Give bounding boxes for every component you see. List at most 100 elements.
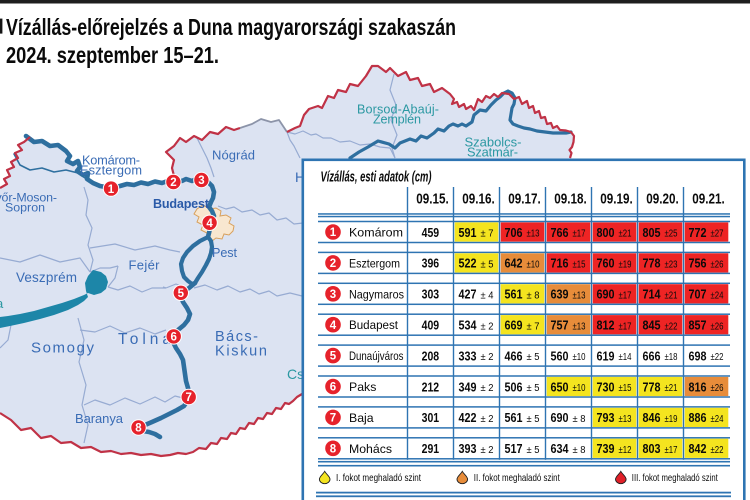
svg-text:8: 8 [135, 423, 142, 435]
svg-text:805: 805 [643, 226, 661, 240]
svg-text:±23: ±23 [665, 260, 678, 271]
svg-text:778: 778 [643, 257, 661, 271]
svg-text:842: 842 [689, 442, 707, 456]
svg-text:±26: ±26 [711, 260, 724, 271]
svg-text:619: 619 [597, 349, 615, 363]
svg-text:±22: ±22 [665, 321, 678, 332]
svg-text:±22: ±22 [711, 352, 724, 363]
svg-text:Pest: Pest [212, 246, 238, 260]
svg-text:±24: ±24 [711, 290, 724, 301]
svg-text:±21: ±21 [619, 229, 632, 240]
svg-text:816: 816 [689, 380, 707, 394]
svg-text:09.21.: 09.21. [692, 192, 725, 208]
svg-text:803: 803 [643, 442, 661, 456]
svg-text:690: 690 [597, 288, 615, 302]
svg-text:517: 517 [505, 442, 523, 456]
svg-text:Borsod-Abaúj-: Borsod-Abaúj- [357, 103, 439, 117]
svg-text:4: 4 [206, 218, 213, 230]
svg-text:Nagymaros: Nagymaros [349, 287, 404, 301]
svg-text:±15: ±15 [573, 260, 586, 271]
svg-text:561: 561 [505, 288, 523, 302]
svg-text:393: 393 [459, 442, 477, 456]
svg-text:± 8: ± 8 [527, 290, 541, 301]
svg-text:±13: ±13 [573, 290, 586, 301]
svg-text:7: 7 [185, 392, 191, 404]
svg-text:409: 409 [422, 319, 440, 333]
svg-text:669: 669 [505, 319, 523, 333]
svg-text:±21: ±21 [665, 290, 678, 301]
svg-text:766: 766 [551, 226, 569, 240]
svg-text:09.20.: 09.20. [646, 192, 679, 208]
svg-text:Vízállás-előrejelzés a Duna ma: Vízállás-előrejelzés a Duna magyarország… [6, 14, 456, 40]
svg-text:812: 812 [597, 319, 615, 333]
svg-text:291: 291 [422, 442, 440, 456]
svg-text:561: 561 [505, 411, 523, 425]
svg-text:4: 4 [330, 320, 337, 332]
svg-text:±18: ±18 [665, 352, 678, 363]
svg-text:±25: ±25 [665, 229, 678, 240]
svg-text:5: 5 [178, 288, 185, 300]
svg-text:707: 707 [689, 288, 707, 302]
svg-text:522: 522 [459, 257, 477, 271]
svg-text:534: 534 [459, 319, 477, 333]
svg-text:2: 2 [170, 177, 176, 189]
svg-text:± 2: ± 2 [481, 321, 494, 332]
svg-text:1: 1 [108, 184, 115, 196]
svg-text:Vízállás, esti adatok (cm): Vízállás, esti adatok (cm) [321, 170, 432, 186]
svg-text:Győr-Moson-: Győr-Moson- [0, 191, 57, 205]
svg-text:09.18.: 09.18. [554, 192, 587, 208]
svg-text:±21: ±21 [665, 383, 678, 394]
svg-text:Szabolcs-: Szabolcs- [465, 135, 522, 150]
svg-text:3: 3 [330, 289, 336, 301]
svg-text:739: 739 [597, 442, 615, 456]
svg-text:± 7: ± 7 [527, 321, 540, 332]
svg-text:±13: ±13 [527, 229, 540, 240]
svg-text:800: 800 [597, 226, 615, 240]
svg-text:Kiskun: Kiskun [215, 344, 267, 360]
svg-text:±15: ±15 [619, 383, 632, 394]
svg-text:208: 208 [422, 349, 440, 363]
svg-text:Budapest: Budapest [349, 318, 399, 332]
svg-text:591: 591 [459, 226, 477, 240]
svg-text:Komárom-: Komárom- [82, 153, 140, 168]
svg-text:466: 466 [505, 349, 523, 363]
svg-text:212: 212 [422, 380, 440, 394]
svg-text:± 5: ± 5 [527, 383, 541, 394]
svg-text:793: 793 [597, 411, 615, 425]
svg-text:Mohács: Mohács [349, 442, 392, 456]
svg-text:Esztergom: Esztergom [80, 163, 142, 178]
svg-text:±17: ±17 [665, 445, 678, 456]
svg-text:± 7: ± 7 [481, 229, 494, 240]
svg-text:± 5: ± 5 [481, 260, 495, 271]
svg-text:5: 5 [330, 351, 337, 363]
svg-text:Szatmár-: Szatmár- [467, 145, 518, 160]
svg-text:± 5: ± 5 [527, 414, 541, 425]
svg-text:a: a [0, 296, 4, 311]
svg-text:760: 760 [597, 257, 615, 271]
svg-text:459: 459 [422, 226, 440, 240]
svg-text:III. fokot meghaladó szint: III. fokot meghaladó szint [632, 473, 718, 484]
svg-text:Baranya: Baranya [75, 411, 124, 426]
svg-text:Fejér: Fejér [129, 258, 161, 273]
svg-text:I. fokot meghaladó szint: I. fokot meghaladó szint [336, 473, 421, 484]
svg-text:772: 772 [689, 226, 707, 240]
svg-text:Sopron: Sopron [5, 201, 45, 215]
svg-text:±14: ±14 [619, 352, 632, 363]
svg-text:±10: ±10 [573, 383, 586, 394]
svg-text:349: 349 [459, 380, 477, 394]
svg-text:Veszprém: Veszprém [16, 270, 77, 285]
svg-text:2024. szeptember 15–21.: 2024. szeptember 15–21. [6, 42, 219, 68]
svg-text:Budapest: Budapest [153, 197, 210, 211]
svg-text:Somogy: Somogy [31, 340, 95, 357]
svg-text:± 2: ± 2 [481, 383, 494, 394]
svg-text:706: 706 [505, 226, 523, 240]
svg-text:7: 7 [330, 413, 336, 425]
svg-text:Bács-: Bács- [215, 329, 258, 345]
svg-text:778: 778 [643, 380, 661, 394]
svg-text:8: 8 [330, 443, 337, 455]
svg-text:422: 422 [459, 411, 477, 425]
svg-text:±13: ±13 [573, 321, 586, 332]
svg-text:301: 301 [422, 411, 440, 425]
svg-text:± 8: ± 8 [573, 414, 587, 425]
svg-text:Dunaújváros: Dunaújváros [349, 349, 404, 363]
